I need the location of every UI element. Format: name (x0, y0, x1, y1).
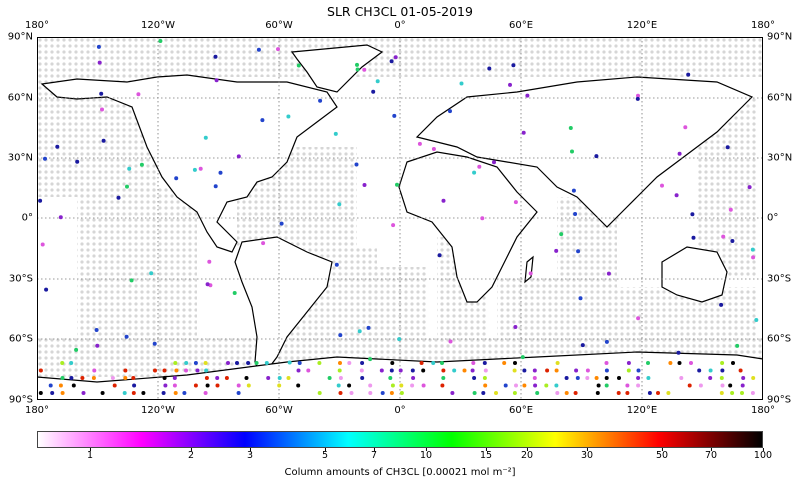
lon-tick-top: 60°W (265, 20, 293, 31)
lat-tick-left: 30°S (8, 273, 33, 285)
lon-tick-top: 0° (394, 20, 406, 31)
lat-tick-left: 30°N (7, 152, 33, 164)
colorbar-tick: 15 (479, 448, 493, 461)
world-map (37, 37, 763, 400)
lon-tick-top: 60°E (508, 20, 534, 31)
lat-tick-right: 30°S (767, 273, 792, 285)
lon-tick-bottom: 120°E (626, 405, 658, 416)
colorbar-tick: 100 (753, 448, 773, 461)
lon-tick-bottom: 180° (750, 405, 776, 416)
colorbar-tick: 2 (187, 448, 195, 461)
lon-tick-bottom: 180° (24, 405, 50, 416)
colorbar-tick: 70 (704, 448, 718, 461)
lat-tick-right: 90°N (767, 31, 793, 43)
gridlines (37, 37, 763, 400)
lat-tick-left: 90°S (8, 394, 33, 406)
lat-tick-right: 0° (767, 212, 779, 224)
colorbar-tick: 30 (580, 448, 594, 461)
colorbar-tick: 3 (246, 448, 254, 461)
colorbar-tick: 10 (419, 448, 433, 461)
colorbar-tick: 7 (370, 448, 378, 461)
lon-tick-bottom: 0° (394, 405, 406, 416)
lat-tick-left: 60°S (8, 333, 33, 345)
colorbar-tick: 50 (655, 448, 669, 461)
lat-tick-right: 30°N (767, 152, 793, 164)
colorbar-tick: 1 (86, 448, 94, 461)
lat-tick-left: 60°N (7, 92, 33, 104)
lon-tick-bottom: 60°W (265, 405, 293, 416)
lon-tick-top: 180° (24, 20, 50, 31)
map-title: SLR CH3CL 01-05-2019 (327, 4, 473, 19)
lon-tick-top: 180° (750, 20, 776, 31)
lat-tick-right: 60°N (767, 92, 793, 104)
lon-tick-top: 120°W (141, 20, 175, 31)
lon-tick-bottom: 120°W (141, 405, 175, 416)
retrieval-points (38, 39, 759, 395)
lat-tick-left: 90°N (7, 31, 33, 43)
lon-tick-top: 120°E (626, 20, 658, 31)
lat-tick-left: 0° (21, 212, 33, 224)
lon-tick-bottom: 60°E (508, 405, 534, 416)
colorbar-label: Column amounts of CH3CL [0.00021 mol m⁻²… (284, 467, 516, 478)
colorbar-tick: 5 (321, 448, 329, 461)
colorbar (37, 431, 763, 448)
lat-tick-right: 90°S (767, 394, 792, 406)
colorbar-tick: 20 (520, 448, 534, 461)
lat-tick-right: 60°S (767, 333, 792, 345)
